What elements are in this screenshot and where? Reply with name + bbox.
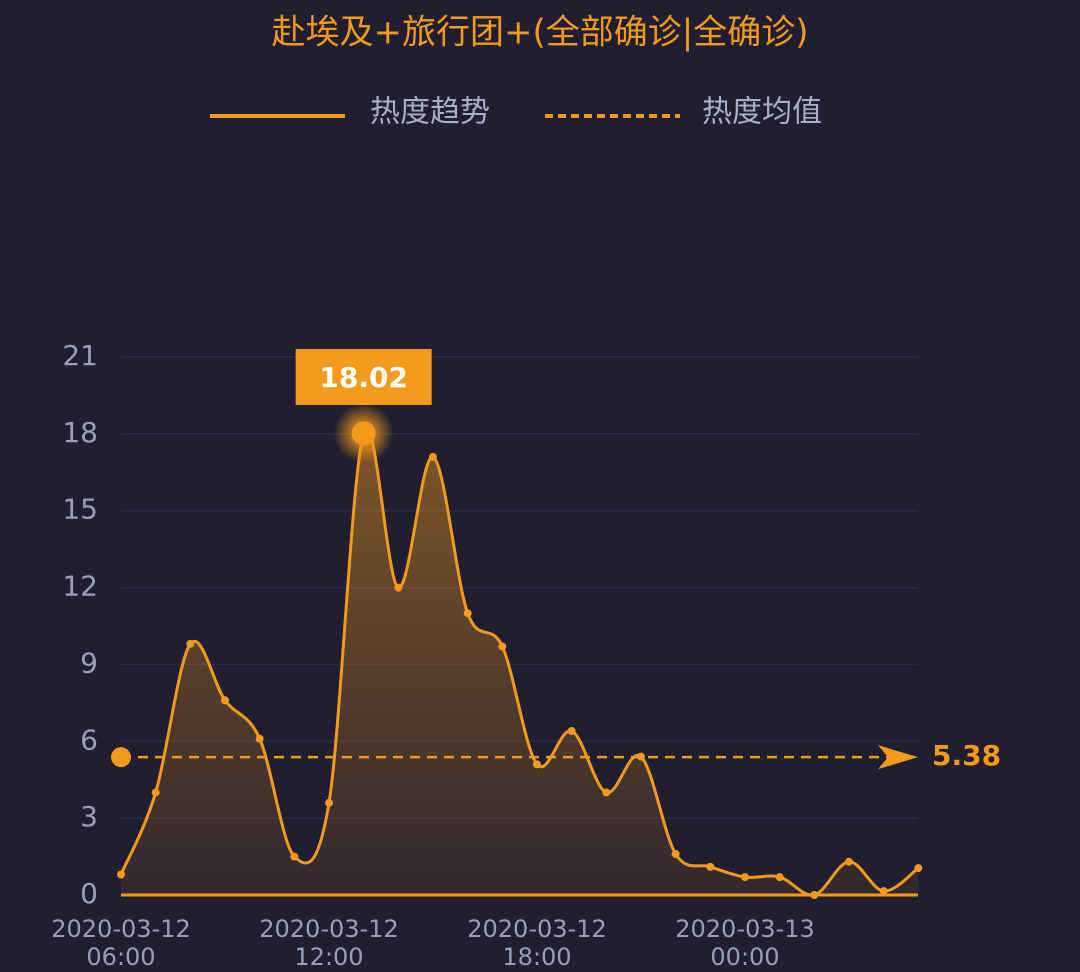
- point: [845, 857, 853, 866]
- point: [151, 788, 160, 797]
- y-tick-label: 18: [62, 416, 98, 449]
- area: [121, 428, 919, 896]
- point: [533, 760, 541, 769]
- y-tick-label: 3: [80, 800, 98, 833]
- y-tick-label: 21: [62, 339, 98, 372]
- x-tick-label: 2020-03-13 00:00: [675, 915, 814, 971]
- point: [117, 870, 125, 879]
- point: [810, 891, 819, 899]
- point: [221, 696, 229, 705]
- y-tick-label: 15: [62, 493, 98, 526]
- point: [394, 583, 403, 592]
- x-tick-label: 2020-03-12 06:00: [51, 915, 190, 971]
- point: [914, 864, 923, 873]
- y-tick-label: 0: [80, 877, 98, 910]
- highlight-box: [295, 349, 432, 405]
- point: [741, 873, 749, 882]
- point: [186, 639, 195, 648]
- y-tick-label: 6: [80, 723, 98, 756]
- y-tick-label: 12: [62, 570, 98, 603]
- y-tick-label: 9: [80, 646, 98, 679]
- point: [879, 887, 888, 896]
- point: [671, 850, 680, 859]
- point: [637, 752, 645, 761]
- x-tick-label: 2020-03-12 12:00: [259, 915, 398, 971]
- point: [706, 862, 715, 871]
- point: [255, 734, 264, 743]
- point: [775, 873, 784, 882]
- mean-label: 5.38: [932, 739, 1001, 772]
- mean-arrow: [878, 745, 918, 770]
- highlight-point: [351, 421, 376, 446]
- point: [567, 727, 576, 736]
- point: [463, 609, 472, 618]
- point: [290, 852, 299, 861]
- x-tick-label: 2020-03-12 18:00: [467, 915, 606, 971]
- legend-label: 热度趋势: [370, 95, 490, 130]
- point: [602, 788, 611, 797]
- point: [498, 642, 507, 651]
- point: [325, 798, 333, 807]
- chart-title: 赴埃及+旅行团+(全部确诊|全确诊): [272, 13, 809, 53]
- highlight-label: 18.02: [319, 361, 408, 394]
- legend-label: 热度均值: [702, 95, 822, 130]
- point: [429, 452, 437, 461]
